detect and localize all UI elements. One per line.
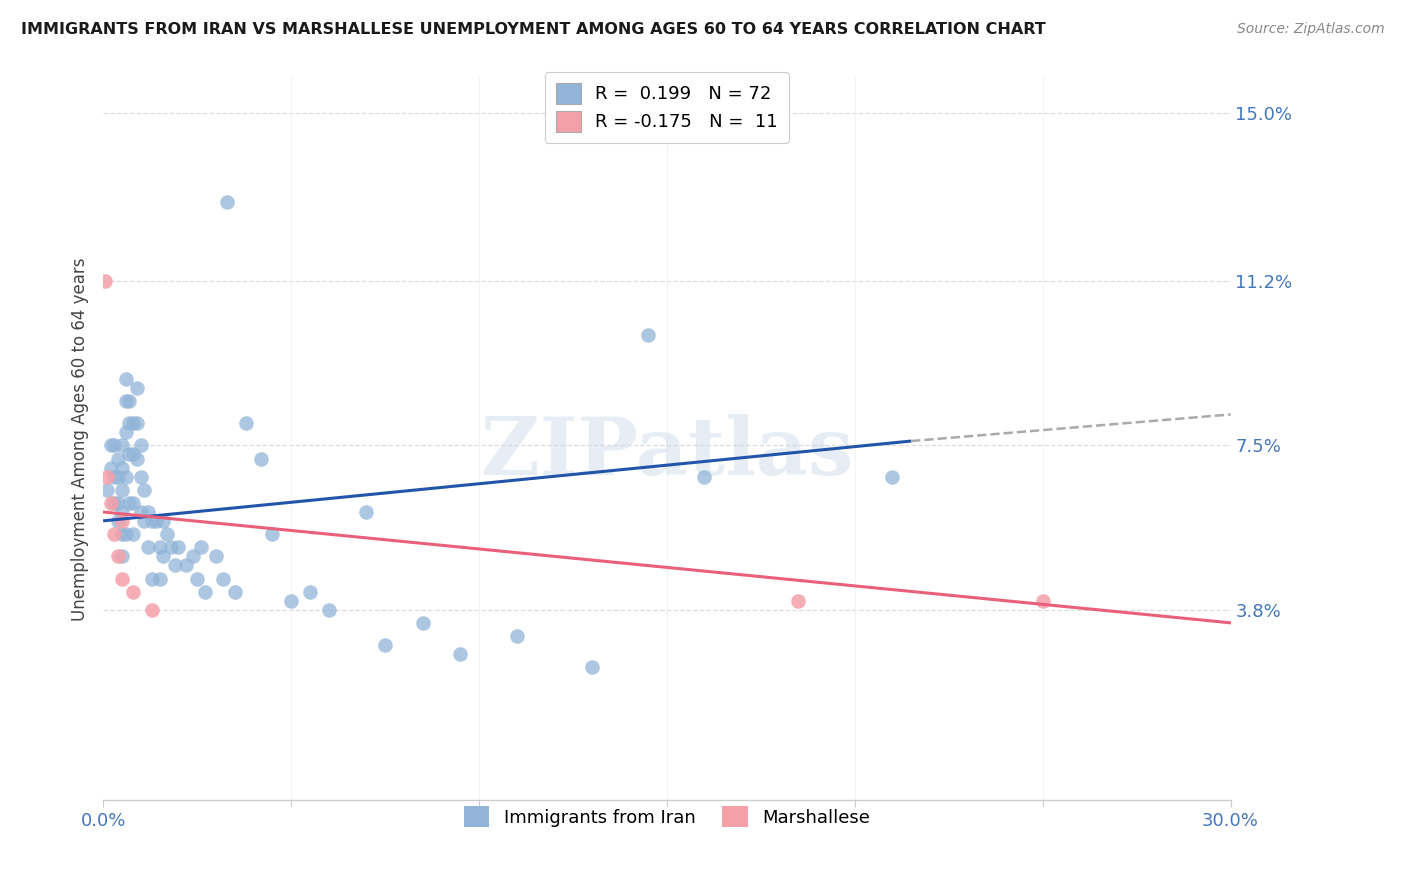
Point bbox=[134, 483, 156, 497]
Point bbox=[129, 505, 152, 519]
Point bbox=[114, 425, 136, 440]
Point bbox=[205, 549, 228, 564]
Point bbox=[125, 451, 148, 466]
Point bbox=[163, 558, 186, 573]
Point bbox=[129, 438, 152, 452]
Point bbox=[107, 496, 129, 510]
Point bbox=[111, 460, 134, 475]
Point bbox=[103, 496, 125, 510]
Point bbox=[107, 514, 129, 528]
Point bbox=[111, 527, 134, 541]
Point bbox=[148, 572, 170, 586]
Point bbox=[118, 394, 141, 409]
Point bbox=[374, 638, 396, 652]
Point bbox=[882, 469, 904, 483]
Point bbox=[111, 505, 134, 519]
Point bbox=[136, 541, 159, 555]
Point bbox=[96, 483, 118, 497]
Point bbox=[186, 572, 208, 586]
Point bbox=[103, 527, 125, 541]
Point bbox=[122, 496, 145, 510]
Point bbox=[212, 572, 235, 586]
Text: Source: ZipAtlas.com: Source: ZipAtlas.com bbox=[1237, 22, 1385, 37]
Y-axis label: Unemployment Among Ages 60 to 64 years: Unemployment Among Ages 60 to 64 years bbox=[72, 257, 89, 621]
Point bbox=[159, 541, 181, 555]
Point bbox=[107, 451, 129, 466]
Point bbox=[118, 496, 141, 510]
Point bbox=[354, 505, 377, 519]
Point bbox=[100, 438, 122, 452]
Point bbox=[114, 372, 136, 386]
Point bbox=[174, 558, 197, 573]
Point bbox=[129, 469, 152, 483]
Point bbox=[136, 505, 159, 519]
Point bbox=[122, 447, 145, 461]
Point bbox=[114, 527, 136, 541]
Point bbox=[235, 417, 257, 431]
Text: ZIPatlas: ZIPatlas bbox=[481, 414, 853, 492]
Point bbox=[134, 514, 156, 528]
Point bbox=[141, 572, 163, 586]
Point bbox=[224, 584, 246, 599]
Point bbox=[250, 451, 273, 466]
Point bbox=[1032, 593, 1054, 607]
Point bbox=[111, 514, 134, 528]
Point bbox=[167, 541, 190, 555]
Point bbox=[298, 584, 321, 599]
Point bbox=[111, 438, 134, 452]
Point bbox=[183, 549, 205, 564]
Point bbox=[194, 584, 217, 599]
Point bbox=[156, 527, 179, 541]
Point bbox=[217, 194, 239, 209]
Point bbox=[262, 527, 284, 541]
Point bbox=[94, 274, 117, 288]
Point bbox=[280, 593, 302, 607]
Point bbox=[111, 549, 134, 564]
Point bbox=[118, 417, 141, 431]
Point bbox=[122, 584, 145, 599]
Point bbox=[114, 394, 136, 409]
Point bbox=[145, 514, 167, 528]
Point bbox=[118, 447, 141, 461]
Text: IMMIGRANTS FROM IRAN VS MARSHALLESE UNEMPLOYMENT AMONG AGES 60 TO 64 YEARS CORRE: IMMIGRANTS FROM IRAN VS MARSHALLESE UNEM… bbox=[21, 22, 1046, 37]
Point bbox=[107, 469, 129, 483]
Point bbox=[103, 438, 125, 452]
Point bbox=[581, 660, 603, 674]
Point bbox=[141, 602, 163, 616]
Point bbox=[122, 417, 145, 431]
Point bbox=[141, 514, 163, 528]
Point bbox=[412, 615, 434, 630]
Point bbox=[693, 469, 716, 483]
Point bbox=[152, 514, 174, 528]
Point bbox=[318, 602, 340, 616]
Point bbox=[190, 541, 212, 555]
Point bbox=[125, 417, 148, 431]
Point bbox=[107, 549, 129, 564]
Point bbox=[637, 327, 659, 342]
Point bbox=[100, 496, 122, 510]
Point bbox=[122, 527, 145, 541]
Point bbox=[96, 469, 118, 483]
Legend: Immigrants from Iran, Marshallese: Immigrants from Iran, Marshallese bbox=[457, 799, 877, 835]
Point bbox=[152, 549, 174, 564]
Point bbox=[148, 541, 170, 555]
Point bbox=[449, 647, 471, 661]
Point bbox=[100, 460, 122, 475]
Point bbox=[111, 483, 134, 497]
Point bbox=[114, 469, 136, 483]
Point bbox=[125, 381, 148, 395]
Point bbox=[111, 572, 134, 586]
Point bbox=[505, 629, 527, 643]
Point bbox=[787, 593, 810, 607]
Point bbox=[103, 469, 125, 483]
